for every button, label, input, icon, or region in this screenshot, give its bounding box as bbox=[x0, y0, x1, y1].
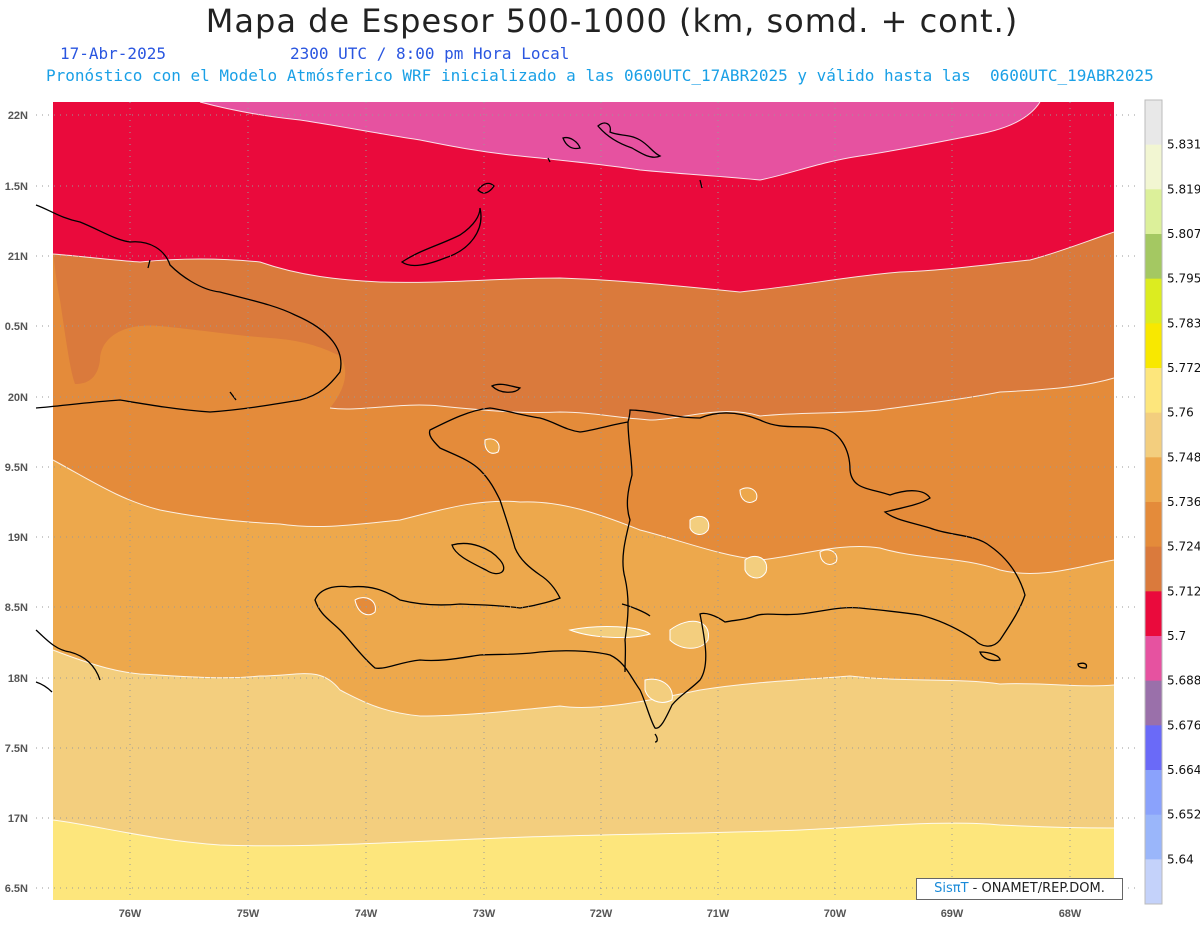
colorbar-swatch bbox=[1145, 278, 1162, 324]
colorbar-level-label: 5.783 bbox=[1167, 316, 1200, 330]
credit-box: SisπT - ONAMET/REP.DOM. bbox=[916, 878, 1123, 900]
graticule bbox=[36, 102, 1136, 900]
colorbar-level-label: 5.819 bbox=[1167, 182, 1200, 196]
colorbar-swatch bbox=[1145, 546, 1162, 592]
lat-label-1: 1.5N bbox=[5, 181, 28, 193]
lon-label-8: 68W bbox=[1059, 908, 1082, 920]
colorbar-level-label: 5.688 bbox=[1167, 674, 1200, 688]
credit-brand: SisπT bbox=[934, 881, 969, 896]
lat-label-3: 0.5N bbox=[5, 321, 28, 333]
colorbar-level-label: 5.772 bbox=[1167, 361, 1200, 375]
lat-label-11: 6.5N bbox=[5, 883, 28, 895]
latitude-labels: 22N 1.5N 21N 0.5N 20N 9.5N 19N 8.5N 18N … bbox=[5, 110, 28, 895]
lon-label-5: 71W bbox=[707, 908, 730, 920]
lon-label-0: 76W bbox=[119, 908, 142, 920]
colorbar-swatch bbox=[1145, 502, 1162, 548]
colorbar-level-label: 5.7 bbox=[1167, 629, 1186, 643]
lon-label-6: 70W bbox=[824, 908, 847, 920]
lon-label-3: 73W bbox=[473, 908, 496, 920]
time-label: 2300 UTC / 8:00 pm Hora Local bbox=[290, 44, 570, 63]
colorbar-level-label: 5.736 bbox=[1167, 495, 1200, 509]
colorbar-swatch bbox=[1145, 814, 1162, 860]
colorbar-level-label: 5.795 bbox=[1167, 272, 1200, 286]
local-contour-blobs bbox=[354, 438, 838, 703]
colorbar-frame bbox=[1144, 99, 1163, 905]
colorbar-level-label: 5.676 bbox=[1167, 718, 1200, 732]
lon-label-7: 69W bbox=[941, 908, 964, 920]
longitude-labels: 76W 75W 74W 73W 72W 71W 70W 69W 68W bbox=[119, 908, 1082, 920]
lon-label-1: 75W bbox=[237, 908, 260, 920]
field-5688 bbox=[200, 102, 1040, 180]
thickness-contours bbox=[52, 101, 1115, 847]
lat-label-9: 7.5N bbox=[5, 743, 28, 755]
colorbar-level-label: 5.712 bbox=[1167, 584, 1200, 598]
colorbar-swatch bbox=[1145, 725, 1162, 771]
lat-label-6: 19N bbox=[8, 532, 28, 544]
date-label: 17-Abr-2025 bbox=[60, 44, 166, 63]
credit-org: - ONAMET/REP.DOM. bbox=[972, 881, 1105, 896]
colorbar-level-label: 5.748 bbox=[1167, 450, 1200, 464]
colorbar: 5.831 5.819 5.807 5.795 5.783 5.772 5.76 5.748 5… bbox=[1144, 99, 1200, 905]
colorbar-level-label: 5.724 bbox=[1167, 540, 1200, 554]
thickness-fields bbox=[53, 102, 1114, 900]
colorbar-swatch bbox=[1145, 368, 1162, 414]
field-5760 bbox=[53, 820, 1114, 900]
lat-label-10: 17N bbox=[8, 813, 28, 825]
colorbar-swatch bbox=[1145, 412, 1162, 458]
colorbar-level-label: 5.64 bbox=[1167, 852, 1194, 866]
colorbar-level-label: 5.807 bbox=[1167, 227, 1200, 241]
lat-label-8: 18N bbox=[8, 673, 28, 685]
colorbar-level-label: 5.652 bbox=[1167, 808, 1200, 822]
colorbar-level-label: 5.76 bbox=[1167, 406, 1194, 420]
colorbar-swatch bbox=[1145, 591, 1162, 637]
colorbar-level-label: 5.664 bbox=[1167, 763, 1200, 777]
coastlines bbox=[35, 122, 1088, 743]
colorbar-swatch bbox=[1145, 636, 1162, 682]
lat-label-7: 8.5N bbox=[5, 602, 28, 614]
map-title: Mapa de Espesor 500-1000 (km, somd. + co… bbox=[205, 2, 1019, 40]
colorbar-swatch bbox=[1145, 234, 1162, 280]
colorbar-swatch bbox=[1145, 323, 1162, 369]
lat-label-4: 20N bbox=[8, 392, 28, 404]
lon-label-4: 72W bbox=[590, 908, 613, 920]
colorbar-swatch bbox=[1145, 100, 1162, 146]
lat-label-5: 9.5N bbox=[5, 462, 28, 474]
colorbar-swatch bbox=[1145, 859, 1162, 905]
lon-label-2: 74W bbox=[355, 908, 378, 920]
colorbar-swatch bbox=[1145, 189, 1162, 235]
colorbar-swatch bbox=[1145, 680, 1162, 726]
colorbar-swatch bbox=[1145, 144, 1162, 190]
colorbar-swatch bbox=[1145, 457, 1162, 503]
colorbar-level-label: 5.831 bbox=[1167, 138, 1200, 152]
colorbar-swatch bbox=[1145, 770, 1162, 816]
model-info-label: Pronóstico con el Modelo Atmósferico WRF… bbox=[46, 66, 1154, 85]
lat-label-0: 22N bbox=[8, 110, 28, 122]
lat-label-2: 21N bbox=[8, 251, 28, 263]
